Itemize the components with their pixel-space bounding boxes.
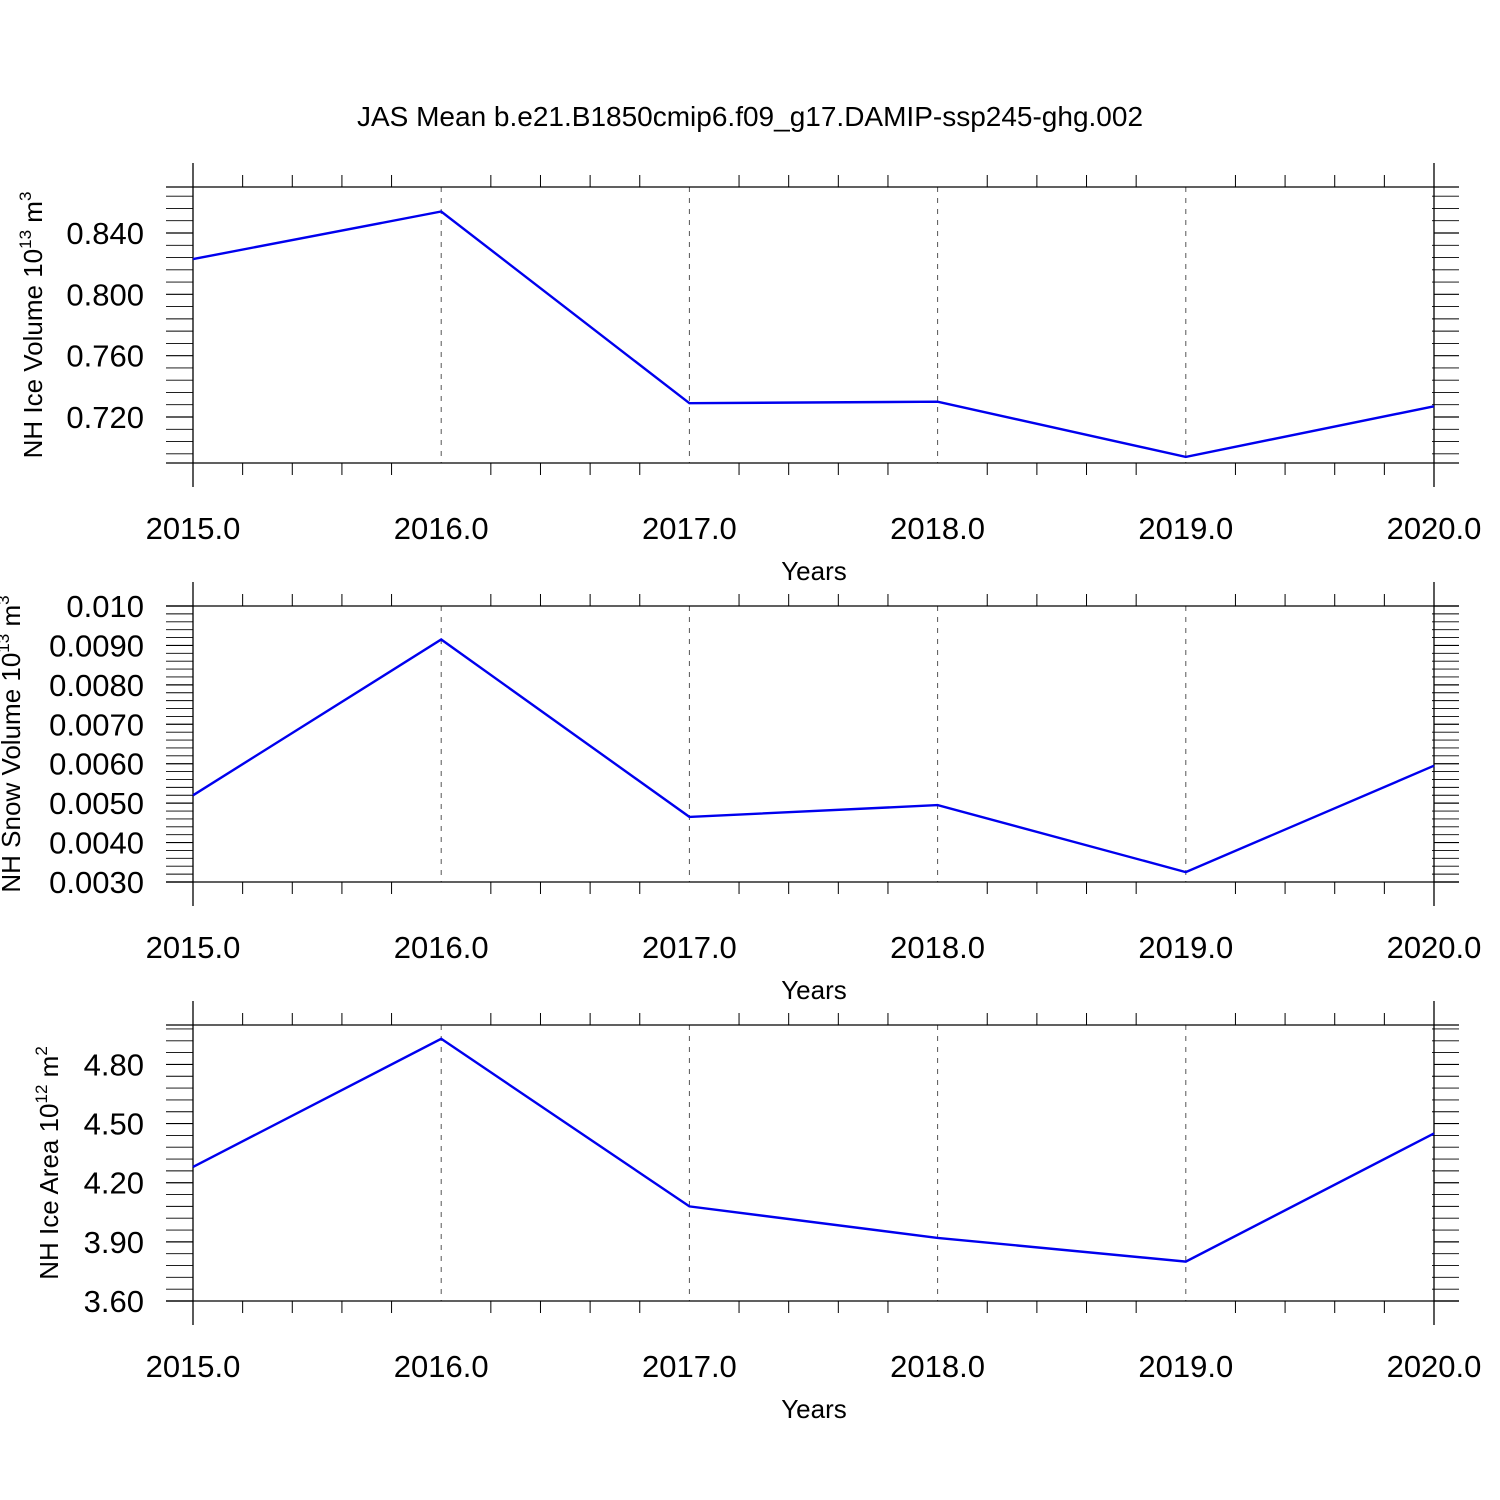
x-tick-label: 2015.0: [146, 1349, 241, 1384]
y-tick-label: 0.0080: [49, 668, 144, 703]
x-tick-label: 2018.0: [890, 930, 985, 965]
panel-ice-volume: 2015.0 2016.0 2017.0 2018.0 2019.0 2020.0 Year…: [16, 163, 1481, 586]
y-axis-label-superscript: 13: [16, 230, 35, 249]
y-tick-label: 4.80: [84, 1047, 144, 1082]
y-tick-label: 0.0040: [49, 826, 144, 861]
y-axis-label-part: m: [0, 605, 26, 634]
x-tick-label: 2015.0: [146, 511, 241, 546]
y-tick-label: 0.0070: [49, 707, 144, 742]
y-axis-label-part: NH Ice Area 10: [34, 1103, 64, 1279]
y-axis-label-superscript: 3: [16, 192, 35, 201]
x-tick-label: 2020.0: [1387, 1349, 1482, 1384]
y-tick-label: 3.60: [84, 1284, 144, 1319]
x-axis-label: Years: [781, 556, 847, 586]
x-tick-label: 2020.0: [1387, 511, 1482, 546]
series-line: [192, 1037, 1435, 1263]
y-tick-label: 3.90: [84, 1225, 144, 1260]
panel-snow-volume: 2015.0 2016.0 2017.0 2018.0 2019.0 2020.0 Year…: [0, 582, 1481, 1005]
y-axis-label-part: NH Ice Volume 10: [18, 249, 48, 459]
y-tick-label: 0.0030: [49, 865, 144, 900]
y-axis-label: NH Ice Volume 1013 m3: [16, 192, 48, 459]
y-axis-label-superscript: 12: [32, 1085, 51, 1104]
series-line: [192, 638, 1435, 874]
x-tick-label: 2016.0: [394, 511, 489, 546]
x-tick-label: 2016.0: [394, 1349, 489, 1384]
x-axis-label: Years: [781, 975, 847, 1005]
y-tick-label: 0.010: [66, 589, 144, 624]
y-tick-label: 0.0090: [49, 628, 144, 663]
y-axis-label-part: m: [34, 1056, 64, 1085]
y-axis-label: NH Ice Area 1012 m2: [32, 1046, 64, 1280]
y-tick-label: 0.800: [66, 277, 144, 312]
y-axis-label-superscript: 13: [0, 634, 13, 653]
x-tick-label: 2019.0: [1138, 930, 1233, 965]
x-tick-label: 2017.0: [642, 1349, 737, 1384]
x-tick-label: 2019.0: [1138, 1349, 1233, 1384]
x-tick-label: 2016.0: [394, 930, 489, 965]
x-tick-label: 2018.0: [890, 1349, 985, 1384]
x-tick-label: 2017.0: [642, 511, 737, 546]
y-tick-label: 0.0060: [49, 747, 144, 782]
y-axis-label-part: NH Snow Volume 10: [0, 653, 26, 893]
y-axis-label: NH Snow Volume 1013 m3: [0, 595, 26, 892]
y-tick-label: 0.760: [66, 339, 144, 374]
y-axis-label-part: m: [18, 201, 48, 230]
y-tick-label: 4.50: [84, 1107, 144, 1142]
y-axis-label-superscript: 3: [0, 595, 13, 604]
x-tick-label: 2015.0: [146, 930, 241, 965]
figure-title: JAS Mean b.e21.B1850cmip6.f09_g17.DAMIP-…: [357, 101, 1143, 132]
y-tick-label: 4.20: [84, 1166, 144, 1201]
y-tick-label: 0.720: [66, 400, 144, 435]
series-line: [192, 210, 1435, 459]
x-tick-label: 2017.0: [642, 930, 737, 965]
panel-ice-area: 2015.0 2016.0 2017.0 2018.0 2019.0 2020.0 Year…: [32, 1001, 1481, 1424]
y-tick-label: 0.840: [66, 216, 144, 251]
y-tick-label: 0.0050: [49, 786, 144, 821]
x-axis-label: Years: [781, 1394, 847, 1424]
x-tick-label: 2019.0: [1138, 511, 1233, 546]
y-axis-label-superscript: 2: [32, 1046, 51, 1055]
x-tick-label: 2018.0: [890, 511, 985, 546]
x-tick-label: 2020.0: [1387, 930, 1482, 965]
